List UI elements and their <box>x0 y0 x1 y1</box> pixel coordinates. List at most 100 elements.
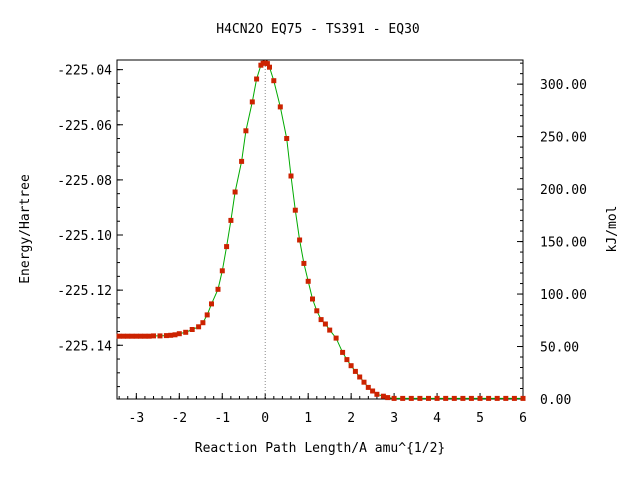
data-point <box>352 368 358 374</box>
data-point <box>314 308 320 314</box>
energy-curve <box>119 62 523 399</box>
data-point <box>348 363 354 369</box>
y-axis-ticks: -225.04 -225.06 -225.08 -225.10 -225.12 -225.… <box>57 64 123 388</box>
data-point <box>151 333 156 339</box>
data-point <box>215 286 221 292</box>
y2-tick-label: 200.00 <box>540 183 587 198</box>
y2-tick-label: 150.00 <box>540 236 587 251</box>
data-point <box>200 320 206 326</box>
data-point <box>172 332 178 338</box>
x-tick-label: 1 <box>304 411 312 426</box>
data-point <box>232 189 238 195</box>
x-tick-label: -3 <box>129 411 145 426</box>
data-point <box>460 395 466 401</box>
y-tick-label: -225.14 <box>57 339 112 354</box>
data-point <box>189 327 195 332</box>
y2-tick-label: 0.00 <box>540 393 571 408</box>
data-point <box>443 395 449 401</box>
data-point <box>426 395 431 401</box>
data-point <box>385 395 391 401</box>
data-point <box>365 384 371 390</box>
data-point <box>125 333 131 339</box>
y-axis-label: Energy/Hartree <box>18 174 33 284</box>
data-point <box>451 395 457 401</box>
y-tick-label: -225.06 <box>57 119 112 134</box>
x-tick-label: -2 <box>171 411 187 426</box>
y-tick-label: -225.04 <box>57 64 112 79</box>
data-point <box>116 333 122 339</box>
data-point <box>224 244 230 250</box>
data-point <box>239 158 245 164</box>
data-point <box>292 207 298 213</box>
y2-tick-label: 100.00 <box>540 288 587 303</box>
data-point <box>494 395 500 401</box>
y2-tick-label: 300.00 <box>540 78 587 93</box>
data-point <box>249 99 255 105</box>
data-point <box>511 395 517 401</box>
data-point <box>468 395 474 401</box>
data-point <box>219 268 225 274</box>
data-points <box>116 60 526 401</box>
data-point <box>434 395 440 401</box>
data-point <box>138 333 144 339</box>
data-point <box>400 395 406 401</box>
data-point <box>305 278 311 284</box>
data-point <box>486 395 492 401</box>
data-point <box>408 395 414 401</box>
data-point <box>374 391 380 397</box>
data-point <box>344 357 350 363</box>
data-point <box>391 395 397 401</box>
data-point <box>163 333 169 339</box>
data-point <box>284 136 290 141</box>
data-point <box>142 333 148 339</box>
data-point <box>204 312 210 318</box>
data-point <box>301 260 307 266</box>
data-point <box>503 395 509 401</box>
data-point <box>146 333 152 339</box>
data-point <box>333 335 339 341</box>
x-tick-label: 4 <box>433 411 441 426</box>
data-point <box>120 333 126 339</box>
data-point <box>357 374 363 380</box>
plot-frame <box>116 59 524 400</box>
data-point <box>361 379 367 385</box>
y2-axis-ticks: 300.00 250.00 200.00 150.00 100.00 50.00 0.00 <box>517 62 587 408</box>
x-tick-label: 6 <box>519 411 527 426</box>
data-point <box>196 324 202 330</box>
data-point <box>340 349 346 355</box>
data-point <box>243 128 249 134</box>
y-tick-label: -225.12 <box>57 284 112 299</box>
chart-title: H4CN2O EQ75 - TS391 - EQ30 <box>216 22 420 37</box>
data-point <box>176 331 182 337</box>
y-tick-label: -225.08 <box>57 174 112 189</box>
data-point <box>318 317 324 323</box>
x-tick-label: 0 <box>261 411 269 426</box>
data-point <box>520 395 526 401</box>
data-point <box>264 61 270 67</box>
data-point <box>370 388 376 394</box>
y2-tick-label: 50.00 <box>540 341 579 356</box>
data-point <box>327 327 333 333</box>
data-point <box>477 395 483 401</box>
y-tick-label: -225.10 <box>57 229 112 244</box>
data-point <box>168 332 174 338</box>
data-point <box>228 217 234 223</box>
y2-axis-label: kJ/mol <box>605 206 620 253</box>
data-point <box>380 393 386 399</box>
data-point <box>310 296 315 302</box>
data-point <box>271 78 277 84</box>
data-point <box>288 173 294 179</box>
x-tick-label: 2 <box>347 411 355 426</box>
data-point <box>129 333 135 339</box>
x-axis-label: Reaction Path Length/A amu^{1/2} <box>195 441 445 456</box>
data-point <box>277 104 283 110</box>
data-point <box>254 76 260 82</box>
data-point <box>297 237 303 243</box>
data-point <box>322 321 328 327</box>
x-tick-label: -1 <box>214 411 230 426</box>
data-point <box>183 329 189 335</box>
data-point <box>157 333 163 339</box>
data-point <box>417 395 423 401</box>
